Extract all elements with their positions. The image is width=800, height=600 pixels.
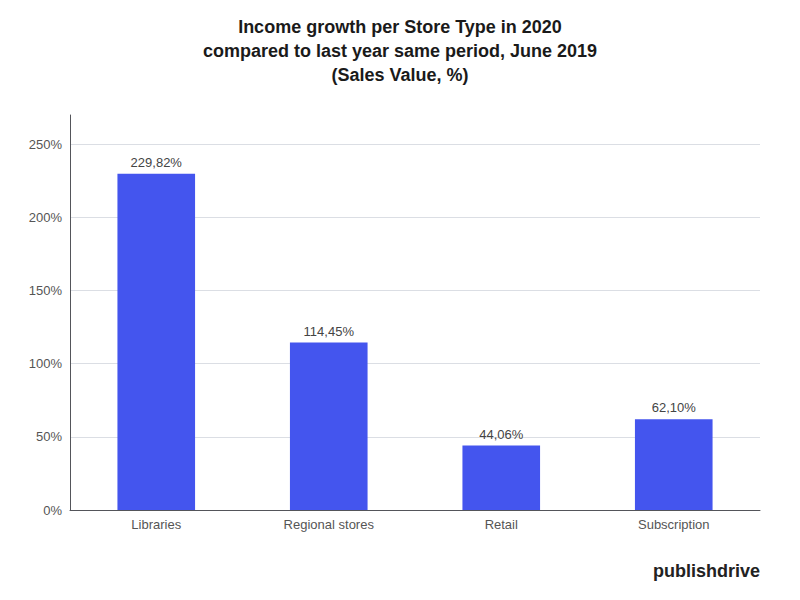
svg-text:250%: 250% bbox=[29, 137, 63, 152]
svg-text:62,10%: 62,10% bbox=[652, 400, 697, 415]
svg-text:229,82%: 229,82% bbox=[131, 155, 183, 170]
svg-text:Subscription: Subscription bbox=[638, 517, 710, 532]
svg-text:Regional stores: Regional stores bbox=[284, 517, 375, 532]
svg-text:compared to last year same per: compared to last year same period, June … bbox=[203, 41, 597, 61]
svg-text:114,45%: 114,45% bbox=[304, 324, 355, 339]
svg-text:Income growth per Store Type i: Income growth per Store Type in 2020 bbox=[238, 17, 562, 37]
svg-text:100%: 100% bbox=[29, 356, 63, 371]
svg-text:50%: 50% bbox=[36, 429, 62, 444]
svg-text:Retail: Retail bbox=[485, 517, 518, 532]
svg-text:(Sales Value, %): (Sales Value, %) bbox=[331, 65, 468, 85]
svg-text:44,06%: 44,06% bbox=[479, 427, 524, 442]
svg-text:Libraries: Libraries bbox=[131, 517, 181, 532]
svg-text:publishdrive: publishdrive bbox=[653, 561, 760, 581]
svg-text:150%: 150% bbox=[29, 283, 63, 298]
svg-text:200%: 200% bbox=[29, 210, 63, 225]
svg-text:0%: 0% bbox=[43, 503, 62, 518]
